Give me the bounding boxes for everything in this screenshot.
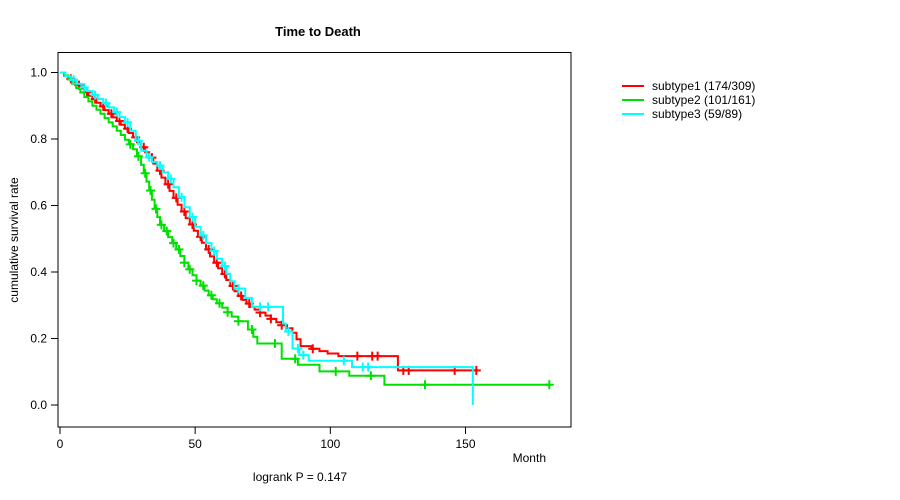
x-tick-label-100: 100 xyxy=(320,437,340,451)
curve-subtype3 xyxy=(60,71,474,405)
legend-item-subtype3: subtype3 (59/89) xyxy=(622,107,742,121)
legend-item-subtype1: subtype1 (174/309) xyxy=(622,79,755,93)
x-tick-label-150: 150 xyxy=(455,437,475,451)
censor-marks-subtype2 xyxy=(125,139,554,390)
x-tick-label-0: 0 xyxy=(57,437,64,451)
y-tick-label-0.6: 0.6 xyxy=(30,199,47,213)
curve-subtype2 xyxy=(60,71,550,386)
y-tick-label-0.8: 0.8 xyxy=(30,132,47,146)
legend-item-subtype2: subtype2 (101/161) xyxy=(622,93,755,107)
legend-label-subtype2: subtype2 (101/161) xyxy=(652,93,755,107)
logrank-p-value: logrank P = 0.147 xyxy=(253,470,348,484)
legend-label-subtype1: subtype1 (174/309) xyxy=(652,79,755,93)
censor-marks-subtype3 xyxy=(69,75,373,372)
y-tick-label-0.2: 0.2 xyxy=(30,332,47,346)
x-axis-unit-label: Month xyxy=(513,451,546,465)
plot-area-box xyxy=(57,52,572,428)
y-tick-label-1.0: 1.0 xyxy=(30,66,47,80)
chart-title: Time to Death xyxy=(275,24,361,39)
x-axis: 0 50 100 150 xyxy=(57,427,476,451)
legend: subtype1 (174/309)subtype2 (101/161)subt… xyxy=(622,79,755,121)
survival-curves xyxy=(60,71,554,405)
y-tick-label-0.4: 0.4 xyxy=(30,265,47,279)
y-axis-label: cumulative survival rate xyxy=(7,177,21,303)
y-tick-label-0.0: 0.0 xyxy=(30,398,47,412)
x-tick-label-50: 50 xyxy=(188,437,202,451)
y-axis: 1.0 0.8 0.6 0.4 0.2 0.0 xyxy=(30,66,58,412)
legend-label-subtype3: subtype3 (59/89) xyxy=(652,107,742,121)
